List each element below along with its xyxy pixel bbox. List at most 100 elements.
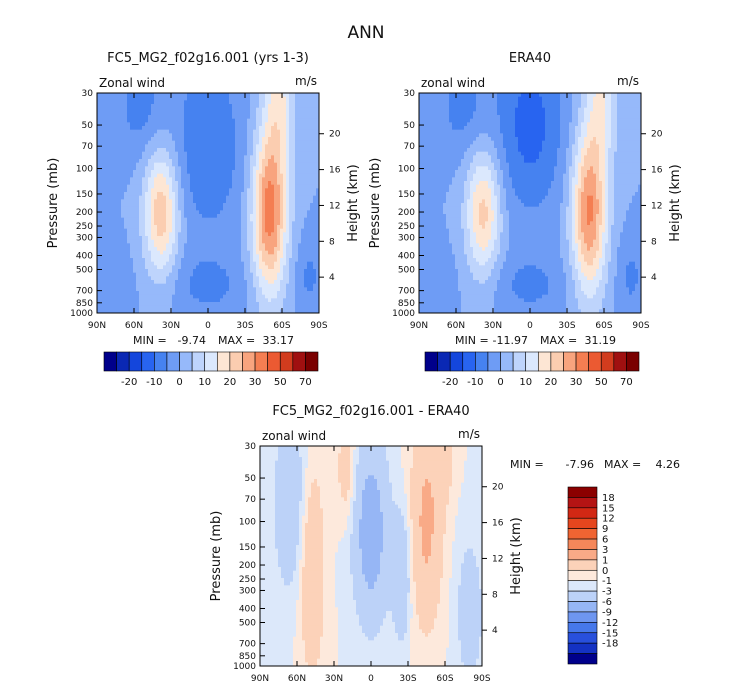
- field-cell: [437, 181, 441, 186]
- field-cell: [112, 195, 116, 200]
- field-cell: [422, 104, 426, 109]
- field-cell: [283, 151, 287, 156]
- field-cell: [106, 166, 110, 171]
- field-cell: [271, 133, 275, 138]
- field-cell: [106, 302, 110, 307]
- field-cell: [437, 166, 441, 171]
- field-cell: [434, 280, 438, 285]
- field-cell: [265, 225, 269, 230]
- field-cell: [434, 225, 438, 230]
- field-cell: [121, 261, 125, 266]
- field-cell: [211, 181, 215, 186]
- field-cell: [145, 287, 149, 292]
- field-cell: [136, 250, 140, 255]
- field-cell: [97, 232, 101, 237]
- field-cell: [145, 298, 149, 303]
- field-cell: [289, 221, 293, 226]
- field-cell: [223, 170, 227, 175]
- field-cell: [313, 228, 317, 233]
- field-cell: [220, 243, 224, 248]
- field-cell: [97, 221, 101, 226]
- field-cell: [277, 243, 281, 248]
- field-cell: [307, 129, 311, 134]
- field-cell: [277, 100, 281, 105]
- field-cell: [199, 118, 203, 123]
- field-cell: [109, 115, 113, 120]
- field-cell: [223, 137, 227, 142]
- field-cell: [196, 184, 200, 189]
- field-cell: [202, 305, 206, 310]
- field-cell: [109, 265, 113, 270]
- field-cell: [217, 221, 221, 226]
- field-cell: [139, 111, 143, 116]
- field-cell: [428, 291, 432, 296]
- field-cell: [431, 195, 435, 200]
- field-cell: [235, 236, 239, 241]
- field-cell: [217, 162, 221, 167]
- field-cell: [214, 166, 218, 171]
- field-cell: [97, 269, 101, 274]
- field-cell: [223, 243, 227, 248]
- field-cell: [175, 155, 179, 160]
- field-cell: [196, 232, 200, 237]
- field-cell: [226, 166, 230, 171]
- field-cell: [124, 225, 128, 230]
- field-cell: [280, 221, 284, 226]
- field-cell: [304, 192, 308, 197]
- field-cell: [223, 93, 227, 98]
- field-cell: [205, 133, 209, 138]
- field-cell: [127, 239, 131, 244]
- field-cell: [422, 272, 426, 277]
- field-cell: [262, 192, 266, 197]
- field-cell: [310, 269, 314, 274]
- field-cell: [271, 144, 275, 149]
- field-cell: [277, 287, 281, 292]
- field-cell: [181, 199, 185, 204]
- field-cell: [115, 199, 119, 204]
- field-cell: [184, 104, 188, 109]
- field-cell: [223, 250, 227, 255]
- field-cell: [163, 221, 167, 226]
- field-cell: [428, 111, 432, 116]
- field-cell: [100, 159, 104, 164]
- field-cell: [419, 122, 423, 127]
- field-cell: [259, 280, 263, 285]
- field-cell: [148, 155, 152, 160]
- field-cell: [428, 199, 432, 204]
- field-cell: [145, 181, 149, 186]
- field-cell: [313, 291, 317, 296]
- field-cell: [253, 188, 257, 193]
- field-cell: [178, 181, 182, 186]
- field-cell: [172, 195, 176, 200]
- field-cell: [169, 243, 173, 248]
- field-cell: [280, 96, 284, 101]
- field-cell: [428, 104, 432, 109]
- field-cell: [262, 100, 266, 105]
- field-cell: [241, 283, 245, 288]
- field-cell: [196, 93, 200, 98]
- field-cell: [286, 214, 290, 219]
- field-cell: [253, 283, 257, 288]
- field-cell: [226, 261, 230, 266]
- field-cell: [259, 118, 263, 123]
- field-cell: [211, 276, 215, 281]
- field-cell: [196, 188, 200, 193]
- field-cell: [437, 250, 441, 255]
- field-cell: [196, 276, 200, 281]
- field-cell: [235, 173, 239, 178]
- field-cell: [202, 140, 206, 145]
- field-cell: [422, 309, 426, 313]
- field-cell: [109, 210, 113, 215]
- field-cell: [133, 203, 137, 208]
- field-cell: [274, 144, 278, 149]
- colorbar-swatch: [166, 351, 180, 372]
- field-cell: [172, 291, 176, 296]
- field-cell: [425, 232, 429, 237]
- field-cell: [118, 151, 122, 156]
- field-cell: [163, 236, 167, 241]
- field-cell: [229, 184, 233, 189]
- field-cell: [199, 96, 203, 101]
- field-cell: [244, 184, 248, 189]
- field-cell: [241, 302, 245, 307]
- field-cell: [422, 100, 426, 105]
